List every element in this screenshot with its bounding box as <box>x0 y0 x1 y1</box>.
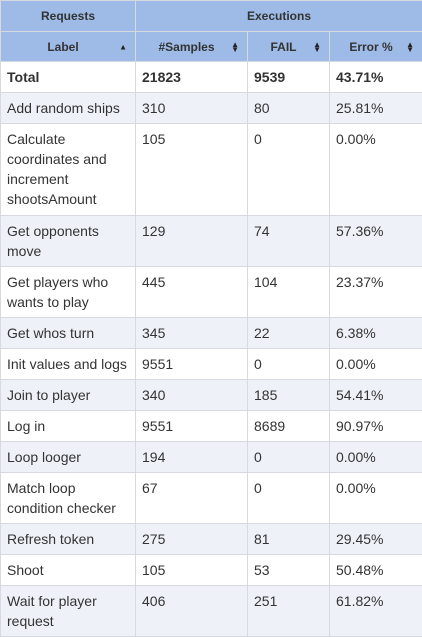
table-row: Wait for player request 406 251 61.82% <box>0 585 422 637</box>
row-label: Init values and logs <box>0 348 136 380</box>
sort-ascending-icon: ▲ <box>119 42 127 51</box>
column-header-label[interactable]: Label ▲ <box>0 31 136 62</box>
row-fail: 185 <box>247 379 330 411</box>
group-header-row: Requests Executions <box>0 0 422 32</box>
total-samples: 21823 <box>135 61 248 93</box>
executions-group-header: Executions <box>134 0 422 32</box>
row-fail: 0 <box>247 472 330 524</box>
row-label: Wait for player request <box>0 585 136 637</box>
row-error: 57.36% <box>328 215 422 267</box>
row-fail: 22 <box>247 317 330 349</box>
table-row: Init values and logs 9551 0 0.00% <box>0 348 422 380</box>
column-header-fail[interactable]: FAIL ▲ ▼ <box>247 31 330 62</box>
column-header-row: Label ▲ #Samples ▲ ▼ FAIL ▲ ▼ Error % ▲ ▼ <box>0 31 422 62</box>
row-label: Join to player <box>0 379 136 411</box>
table-row: Calculate coordinates and increment shoo… <box>0 123 422 216</box>
row-label: Match loop condition checker <box>0 472 136 524</box>
row-error: 0.00% <box>328 123 422 216</box>
row-label: Loop looger <box>0 441 136 473</box>
row-samples: 275 <box>135 523 248 555</box>
sort-both-icon: ▲ ▼ <box>406 39 415 54</box>
table-row: Match loop condition checker 67 0 0.00% <box>0 472 422 524</box>
row-samples: 340 <box>135 379 248 411</box>
row-fail: 104 <box>247 266 330 318</box>
table-row: Refresh token 275 81 29.45% <box>0 523 422 555</box>
column-header-samples-text: #Samples <box>158 39 215 54</box>
total-error: 43.71% <box>328 61 422 93</box>
sort-both-icon: ▲ ▼ <box>313 39 321 54</box>
table-row: Log in 9551 8689 90.97% <box>0 410 422 442</box>
row-error: 23.37% <box>328 266 422 318</box>
row-samples: 9551 <box>135 410 248 442</box>
column-header-error[interactable]: Error % ▲ ▼ <box>328 31 422 62</box>
row-fail: 0 <box>247 348 330 380</box>
row-fail: 8689 <box>247 410 330 442</box>
column-header-samples[interactable]: #Samples ▲ ▼ <box>135 31 248 62</box>
row-samples: 310 <box>135 92 248 124</box>
column-header-error-text: Error % <box>349 39 393 54</box>
table-row: Get opponents move 129 74 57.36% <box>0 215 422 267</box>
row-fail: 74 <box>247 215 330 267</box>
row-error: 29.45% <box>328 523 422 555</box>
column-header-label-text: Label <box>47 39 79 54</box>
row-samples: 9551 <box>135 348 248 380</box>
row-label: Calculate coordinates and increment shoo… <box>0 123 136 216</box>
row-label: Get opponents move <box>0 215 136 267</box>
row-samples: 406 <box>135 585 248 637</box>
row-samples: 67 <box>135 472 248 524</box>
row-error: 54.41% <box>328 379 422 411</box>
row-error: 50.48% <box>328 554 422 586</box>
row-label: Add random ships <box>0 92 136 124</box>
row-fail: 81 <box>247 523 330 555</box>
row-error: 61.82% <box>328 585 422 637</box>
row-error: 0.00% <box>328 348 422 380</box>
row-label: Get players who wants to play <box>0 266 136 318</box>
table-row: Join to player 340 185 54.41% <box>0 379 422 411</box>
total-row: Total 21823 9539 43.71% <box>0 61 422 93</box>
row-fail: 80 <box>247 92 330 124</box>
column-header-fail-text: FAIL <box>270 39 297 54</box>
row-fail: 0 <box>247 123 330 216</box>
row-label: Refresh token <box>0 523 136 555</box>
row-fail: 251 <box>247 585 330 637</box>
row-error: 25.81% <box>328 92 422 124</box>
row-fail: 0 <box>247 441 330 473</box>
row-fail: 53 <box>247 554 330 586</box>
row-error: 0.00% <box>328 441 422 473</box>
row-error: 90.97% <box>328 410 422 442</box>
row-label: Get whos turn <box>0 317 136 349</box>
table-row: Get whos turn 345 22 6.38% <box>0 317 422 349</box>
row-error: 0.00% <box>328 472 422 524</box>
total-label: Total <box>0 61 136 93</box>
row-label: Shoot <box>0 554 136 586</box>
table-row: Shoot 105 53 50.48% <box>0 554 422 586</box>
row-samples: 105 <box>135 123 248 216</box>
row-samples: 345 <box>135 317 248 349</box>
total-fail: 9539 <box>247 61 330 93</box>
row-label: Log in <box>0 410 136 442</box>
table-row: Loop looger 194 0 0.00% <box>0 441 422 473</box>
requests-group-header: Requests <box>0 0 136 32</box>
row-error: 6.38% <box>328 317 422 349</box>
row-samples: 129 <box>135 215 248 267</box>
table-row: Add random ships 310 80 25.81% <box>0 92 422 124</box>
sort-both-icon: ▲ ▼ <box>231 39 239 54</box>
row-samples: 105 <box>135 554 248 586</box>
table-row: Get players who wants to play 445 104 23… <box>0 266 422 318</box>
row-samples: 445 <box>135 266 248 318</box>
row-samples: 194 <box>135 441 248 473</box>
